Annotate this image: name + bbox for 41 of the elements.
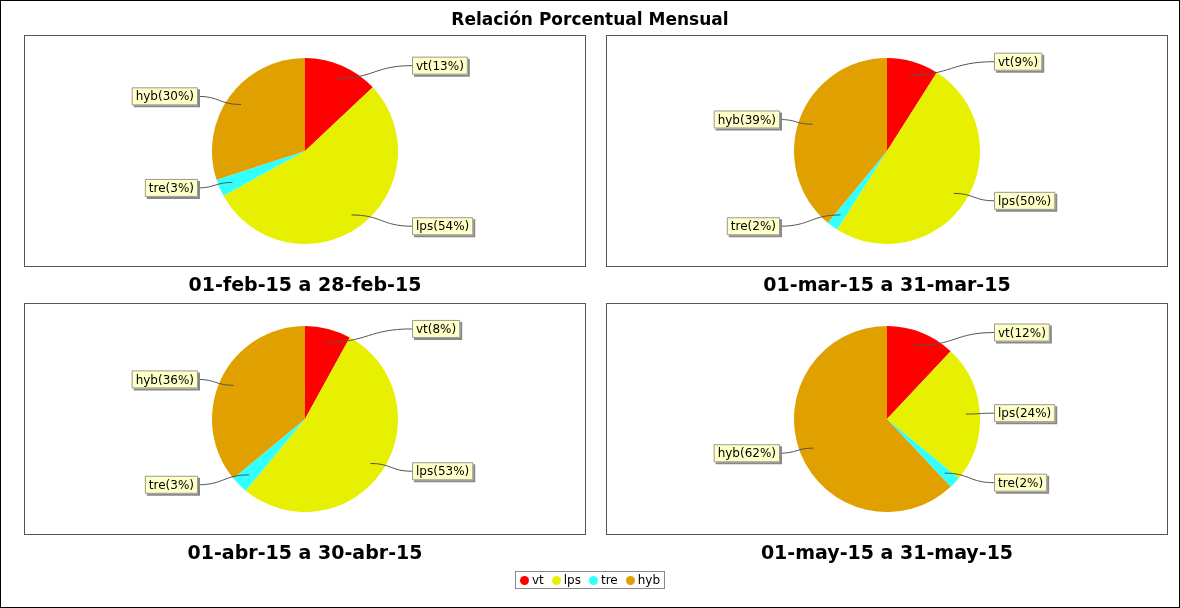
slice-label: tre (148, 477, 166, 492)
data-label: (30%) (157, 89, 195, 104)
slice-label: vt (998, 325, 1011, 340)
slice-label: tre (148, 181, 166, 196)
slice-label: tre (730, 219, 748, 234)
legend-label: tre (600, 573, 618, 587)
data-label: (36%) (157, 372, 195, 387)
data-label: (3%) (165, 181, 195, 196)
data-label: (50%) (1015, 193, 1052, 208)
slice-label: vt (998, 54, 1011, 69)
data-label: (54%) (433, 219, 470, 234)
data-label: (2%) (747, 219, 777, 234)
slice-label: tre (998, 475, 1015, 490)
slice-label: lps (416, 464, 434, 479)
text: 01-feb-15 a 28-feb-15 (187, 273, 423, 297)
data-label: (13%) (427, 58, 464, 73)
data-label: (53%) (433, 464, 470, 479)
data-label: (9%) (1009, 54, 1039, 69)
slice-label: hyb (135, 372, 158, 387)
chart-title: Relación Porcentual Mensual (450, 8, 730, 31)
data-label: (2%) (1014, 475, 1044, 490)
slice-label: vt (416, 58, 429, 73)
slice-label: lps (416, 219, 434, 234)
data-label: (3%) (165, 477, 195, 492)
slice-label: hyb (717, 446, 740, 461)
slice-label: hyb (135, 89, 158, 104)
data-label: (8%) (427, 322, 457, 337)
legend-label: hyb (637, 573, 661, 587)
slice-label: lps (998, 193, 1016, 208)
legend-label: lps (563, 573, 581, 587)
data-label: (24%) (1015, 406, 1052, 421)
data-label: (12%) (1009, 325, 1046, 340)
slice-label: lps (998, 406, 1016, 421)
data-label: (62%) (739, 446, 777, 461)
text: 01-abr-15 a 30-abr-15 (186, 541, 424, 565)
legend-label: vt (531, 573, 544, 587)
text: 01-may-15 a 31-may-15 (759, 541, 1015, 565)
data-label: (39%) (739, 112, 777, 127)
text: 01-mar-15 a 31-mar-15 (762, 273, 1012, 297)
slice-label: hyb (717, 112, 740, 127)
slice-label: vt (416, 322, 429, 337)
